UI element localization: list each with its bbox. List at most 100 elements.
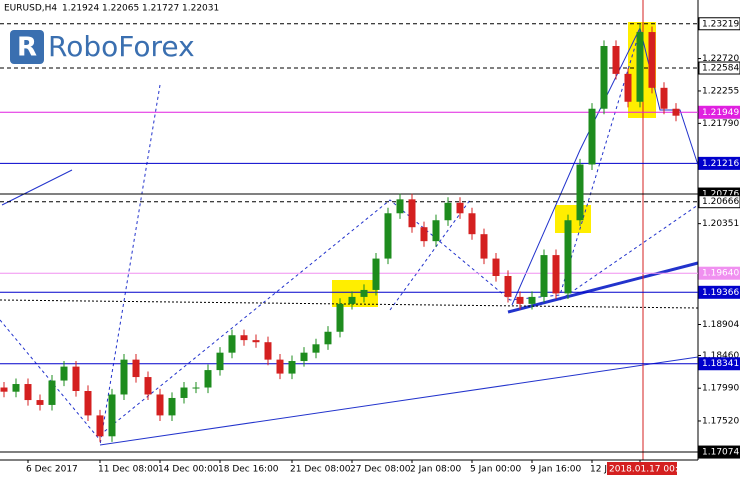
candle-body xyxy=(60,366,68,381)
level-label: 1.21216 xyxy=(702,159,739,169)
x-tick-label: 6 Dec 2017 xyxy=(26,465,78,475)
level-label-box xyxy=(698,61,740,75)
header-low: 1.21727 xyxy=(142,4,179,14)
candle-body xyxy=(180,387,188,398)
level-label: 1.22584 xyxy=(702,64,739,74)
candle-body xyxy=(168,397,176,416)
candle-body xyxy=(456,202,464,214)
y-tick-label: 1.20351 xyxy=(702,219,739,229)
logo-icon-letter: R xyxy=(17,33,37,63)
candle-body xyxy=(528,296,536,304)
level-label: 1.20776 xyxy=(702,190,739,200)
candle-body xyxy=(624,73,632,102)
candle-body xyxy=(48,380,56,405)
level-label: 1.21949 xyxy=(702,108,739,118)
candle-body xyxy=(144,377,152,395)
candle-body xyxy=(336,303,344,332)
candle-body xyxy=(648,32,656,88)
candle-body xyxy=(264,342,272,360)
header-high: 1.22065 xyxy=(102,4,139,14)
candle-body xyxy=(564,220,572,294)
channel-line xyxy=(559,204,699,301)
candle-body xyxy=(516,296,524,304)
candle-body xyxy=(276,359,284,374)
x-tick-label: 14 Dec 00:00 xyxy=(158,465,219,475)
candle-body xyxy=(396,199,404,214)
level-label-box xyxy=(698,195,740,209)
analysis-lines xyxy=(0,26,699,446)
candle-body xyxy=(576,164,584,221)
candle-body xyxy=(0,387,8,392)
y-tick-label: 1.18460 xyxy=(702,351,739,361)
candle-body xyxy=(216,352,224,371)
logo-icon xyxy=(10,30,44,64)
y-tick-label: 1.22720 xyxy=(702,54,739,64)
level-label-box xyxy=(698,105,740,119)
candle-body xyxy=(24,384,32,401)
candle-body xyxy=(132,359,140,378)
level-label: 1.20666 xyxy=(702,197,739,207)
candle-body xyxy=(84,391,92,416)
candle-body xyxy=(348,296,356,304)
y-tick-label: 1.18904 xyxy=(702,320,739,330)
x-tick-label: 9 Jan 16:00 xyxy=(530,465,582,475)
candle-body xyxy=(228,335,236,353)
x-tick-label: 2 Jan 08:00 xyxy=(410,465,462,475)
candle-body xyxy=(612,46,620,74)
y-tick-label: 1.22255 xyxy=(702,86,739,96)
candle-body xyxy=(300,352,308,362)
channel-line xyxy=(99,29,641,436)
candle-body xyxy=(492,258,500,276)
level-label-box xyxy=(698,156,740,170)
candle-body xyxy=(552,255,560,294)
level-label-box xyxy=(698,17,740,31)
trend-line xyxy=(99,356,699,446)
candle-body xyxy=(672,108,680,116)
candle-body xyxy=(408,199,416,228)
highlight-zone xyxy=(555,205,591,233)
candle-body xyxy=(240,335,248,341)
symbol: EURUSD,H4 xyxy=(4,4,57,14)
candle-body xyxy=(372,258,380,290)
level-label-box xyxy=(698,285,740,299)
channel-line xyxy=(389,199,471,311)
cursor-label-box xyxy=(607,462,677,475)
candle-body xyxy=(192,387,200,389)
candle-body xyxy=(432,220,440,242)
level-label-box xyxy=(698,445,740,459)
candle-body xyxy=(444,202,452,221)
candle-body xyxy=(108,394,116,437)
x-tick-label: 12 Jan xyxy=(590,465,618,475)
level-label: 1.19366 xyxy=(702,288,739,298)
logo: RoboForex xyxy=(48,30,195,63)
x-tick-label: 2018.01.17 00:00 xyxy=(609,465,690,475)
level-label-box xyxy=(698,266,740,280)
support-line xyxy=(0,299,699,309)
candle-body xyxy=(504,276,512,297)
candle-body xyxy=(480,234,488,259)
candle-body xyxy=(420,227,428,242)
candle-body xyxy=(36,400,44,405)
x-tick-label: 18 Dec 16:00 xyxy=(218,465,279,475)
candle-body xyxy=(324,331,332,345)
candle-body xyxy=(600,46,608,109)
header-open: 1.21924 xyxy=(62,4,99,14)
candle-body xyxy=(384,213,392,259)
candle-body xyxy=(72,366,80,391)
x-tick-label: 11 Dec 08:00 xyxy=(98,465,159,475)
y-tick-label: 1.21790 xyxy=(702,119,739,129)
level-label: 1.23219 xyxy=(702,19,739,29)
level-label: 1.18341 xyxy=(702,359,739,369)
header-close: 1.22031 xyxy=(182,4,219,14)
candle-body xyxy=(156,394,164,416)
trend-line xyxy=(507,261,699,314)
trend-line xyxy=(1,169,73,206)
level-label: 1.19640 xyxy=(702,269,739,279)
candle-body xyxy=(120,359,128,395)
x-tick-label: 27 Dec 08:00 xyxy=(350,465,411,475)
y-tick-label: 1.17520 xyxy=(702,416,739,426)
candle-body xyxy=(468,213,476,235)
